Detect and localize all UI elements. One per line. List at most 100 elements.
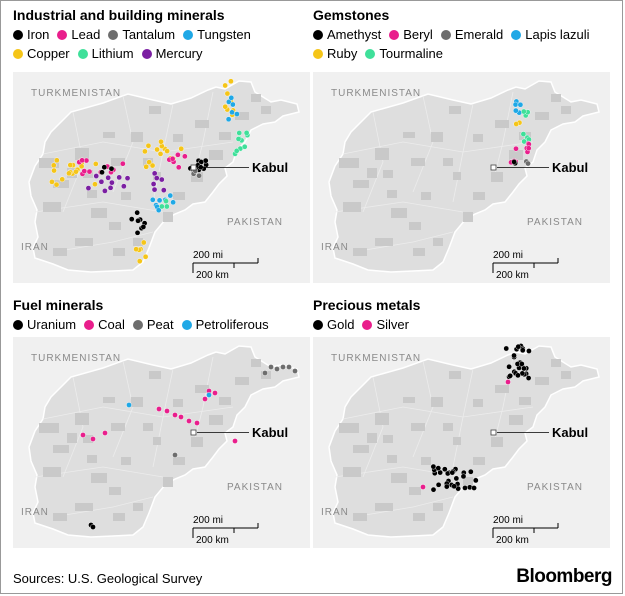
mra-area bbox=[111, 158, 125, 166]
mra-area bbox=[473, 457, 485, 465]
legend-item: Beryl bbox=[389, 25, 433, 44]
deposit-point bbox=[172, 412, 178, 418]
deposit-point bbox=[222, 82, 228, 89]
mra-area bbox=[509, 150, 523, 160]
bloomberg-logo: Bloomberg bbox=[516, 566, 612, 587]
mra-area bbox=[173, 134, 183, 142]
deposit-point bbox=[525, 160, 531, 167]
deposit-point bbox=[230, 101, 236, 108]
province-border bbox=[52, 496, 154, 518]
deposit-point bbox=[435, 481, 442, 488]
label-pakistan: PAKISTAN bbox=[527, 217, 583, 228]
mra-area bbox=[375, 413, 389, 425]
mra-area bbox=[121, 192, 131, 200]
mra-area bbox=[353, 180, 369, 188]
province-border bbox=[362, 376, 384, 478]
deposit-point bbox=[519, 361, 525, 367]
deposit-point bbox=[79, 157, 85, 164]
deposit-point bbox=[107, 185, 114, 191]
deposit-point bbox=[81, 168, 88, 174]
mra-area bbox=[453, 437, 461, 445]
legend-label: Emerald bbox=[454, 27, 504, 42]
mra-area bbox=[219, 397, 231, 405]
legend-item: Gold bbox=[313, 315, 354, 334]
map-svg: TURKMENISTAN IRAN PAKISTAN Kabul 200 mi 200 k… bbox=[321, 80, 600, 281]
mra-area bbox=[251, 359, 261, 367]
mra-area bbox=[109, 487, 121, 495]
deposit-point bbox=[134, 209, 140, 216]
deposit-point bbox=[234, 111, 240, 117]
deposit-point bbox=[98, 178, 105, 185]
legend: Iron Lead Tantalum Tungsten Copper Lithium Mer… bbox=[13, 25, 309, 63]
deposit-point bbox=[520, 131, 527, 137]
deposit-point bbox=[430, 486, 437, 493]
mra-area bbox=[103, 397, 115, 403]
mra-area bbox=[195, 120, 209, 128]
mra-area bbox=[473, 399, 483, 407]
mra-area bbox=[339, 423, 359, 433]
legend-swatch-circle-icon bbox=[440, 30, 451, 40]
mra-area bbox=[367, 433, 377, 443]
mra-area bbox=[83, 435, 93, 443]
deposit-point bbox=[228, 78, 234, 85]
deposit-point bbox=[222, 103, 229, 110]
province-border bbox=[52, 231, 154, 253]
mra-area bbox=[343, 467, 361, 477]
legend-label: Amethyst bbox=[327, 27, 382, 42]
mra-area bbox=[339, 158, 359, 168]
deposit-point bbox=[444, 470, 451, 477]
mra-area bbox=[111, 423, 125, 431]
mra-area bbox=[67, 433, 77, 443]
deposit-point bbox=[196, 172, 202, 179]
deposit-point bbox=[124, 175, 131, 181]
scale-miles: 200 mi bbox=[193, 250, 223, 261]
deposit-point bbox=[158, 176, 165, 183]
deposit-point bbox=[451, 483, 457, 490]
legend-item: Lapis lazuli bbox=[511, 25, 590, 44]
deposit-point bbox=[503, 345, 510, 352]
deposit-point bbox=[526, 348, 532, 354]
mra-area bbox=[433, 238, 443, 246]
deposit-point bbox=[274, 366, 280, 372]
deposit-point bbox=[99, 169, 105, 176]
mra-area bbox=[387, 455, 397, 463]
mra-area bbox=[53, 513, 67, 521]
legend-swatch-circle-icon bbox=[84, 320, 95, 330]
legend-label: Lapis lazuli bbox=[525, 27, 590, 42]
deposit-point bbox=[159, 203, 165, 210]
mra-area bbox=[387, 190, 397, 198]
deposit-point bbox=[449, 469, 456, 476]
deposit-point bbox=[182, 153, 188, 160]
mra-area bbox=[195, 385, 209, 393]
legend-item: Lead bbox=[57, 25, 100, 44]
mra-area bbox=[561, 371, 571, 379]
deposit-point bbox=[233, 148, 240, 154]
mra-area bbox=[431, 397, 443, 407]
mra-area bbox=[551, 94, 561, 102]
mra-area bbox=[375, 503, 393, 511]
mra-area bbox=[433, 503, 443, 511]
deposit-point bbox=[236, 130, 243, 136]
deposit-point bbox=[513, 107, 519, 114]
mra-area bbox=[375, 148, 389, 160]
deposit-point bbox=[146, 159, 152, 165]
mra-area bbox=[421, 192, 431, 200]
mra-area bbox=[353, 248, 367, 256]
deposit-point bbox=[73, 168, 79, 175]
mra-area bbox=[209, 415, 223, 425]
mra-area bbox=[39, 423, 59, 433]
deposit-point bbox=[109, 179, 115, 186]
legend-item: Coal bbox=[84, 315, 125, 334]
legend-swatch-circle-icon bbox=[181, 320, 192, 330]
mra-area bbox=[75, 238, 93, 246]
mra-area bbox=[375, 238, 393, 246]
deposit-point bbox=[136, 258, 143, 264]
deposit-point bbox=[471, 485, 477, 491]
deposit-point bbox=[149, 162, 156, 169]
deposit-point bbox=[262, 370, 268, 376]
deposit-point bbox=[93, 173, 100, 179]
legend-label: Peat bbox=[146, 317, 174, 332]
mra-area bbox=[131, 132, 143, 142]
mra-area bbox=[131, 397, 143, 407]
deposit-point bbox=[292, 368, 298, 374]
